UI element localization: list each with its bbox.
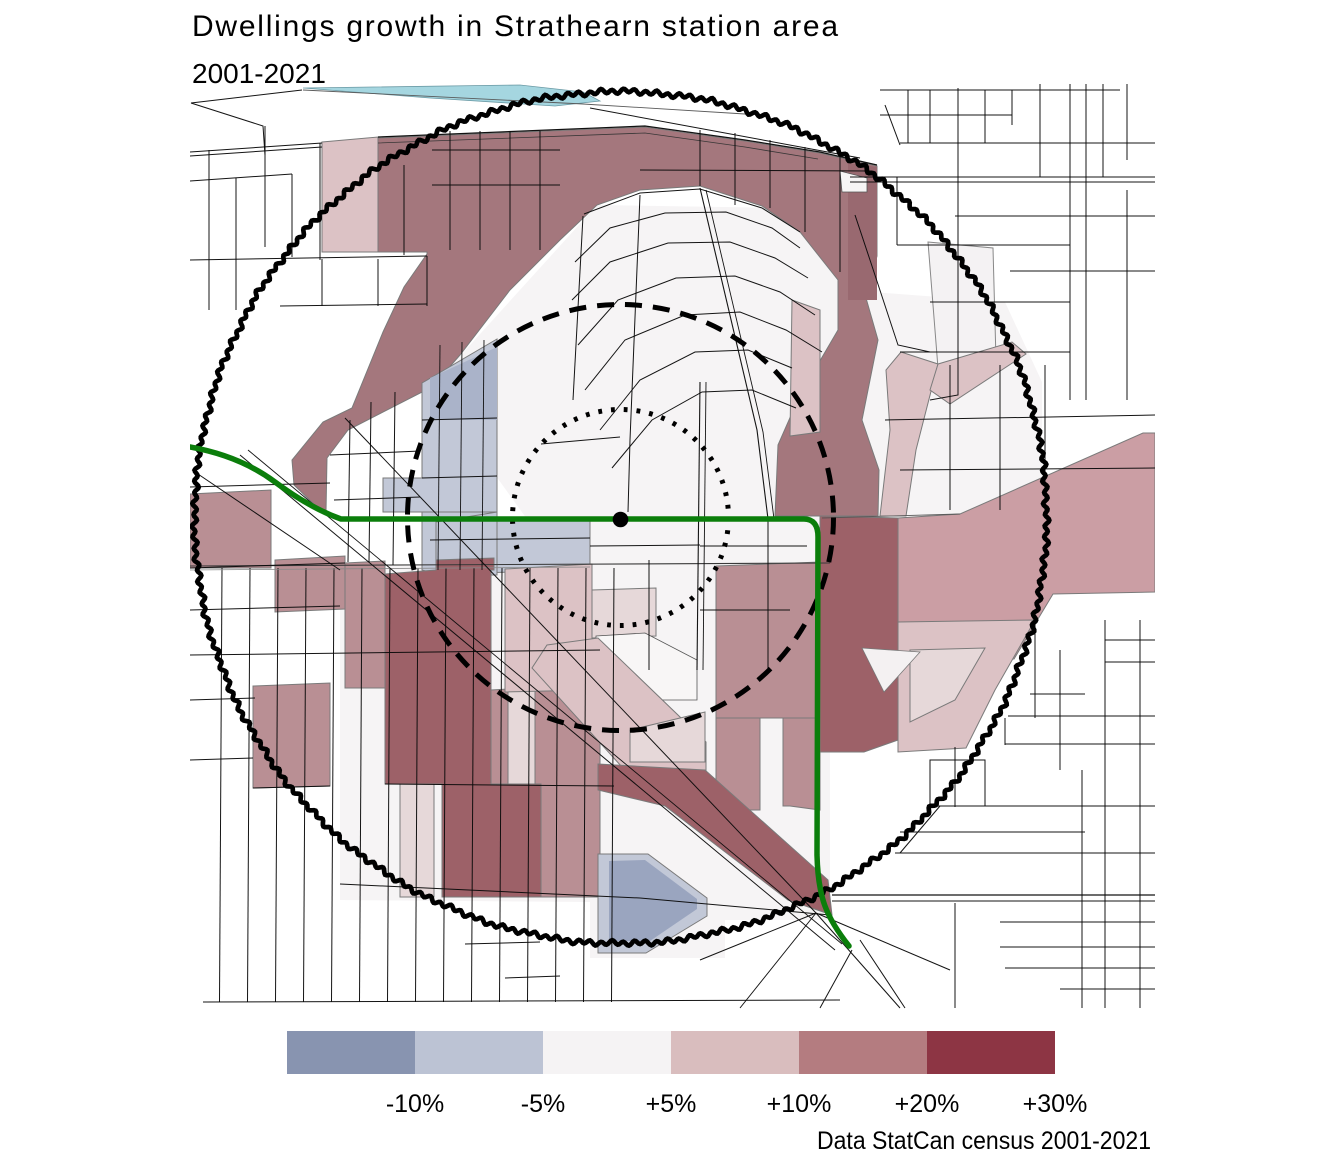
svg-text:-5%: -5%	[521, 1090, 565, 1118]
svg-text:Dwellings growth in Strathearn: Dwellings growth in Strathearn station a…	[192, 10, 838, 43]
svg-text:+5%: +5%	[646, 1090, 697, 1118]
svg-text:-10%: -10%	[386, 1090, 444, 1118]
svg-text:+30%: +30%	[1023, 1090, 1088, 1118]
svg-text:+20%: +20%	[895, 1090, 960, 1118]
svg-text:Data StatCan census 2001-2021: Data StatCan census 2001-2021	[817, 1127, 1151, 1152]
svg-text:+10%: +10%	[767, 1090, 832, 1118]
svg-text:2001-2021: 2001-2021	[192, 58, 326, 89]
